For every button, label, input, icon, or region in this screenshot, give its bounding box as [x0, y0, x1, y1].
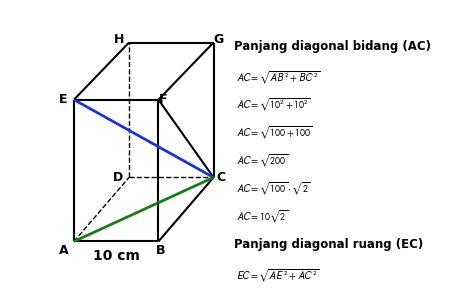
Text: Panjang diagonal ruang (EC): Panjang diagonal ruang (EC) — [234, 238, 423, 252]
Text: G: G — [214, 33, 224, 45]
Text: $AC=\sqrt{100+100}$: $AC=\sqrt{100+100}$ — [236, 125, 312, 141]
Text: F: F — [159, 93, 168, 106]
Text: $AC=\sqrt{100}\cdot\sqrt{2}$: $AC=\sqrt{100}\cdot\sqrt{2}$ — [236, 180, 310, 197]
Text: $AC=\sqrt{10^2+10^2}$: $AC=\sqrt{10^2+10^2}$ — [236, 97, 310, 113]
Text: E: E — [59, 93, 67, 106]
Text: H: H — [114, 33, 125, 45]
Text: $AC=\sqrt{200}$: $AC=\sqrt{200}$ — [236, 152, 288, 169]
Text: Panjang diagonal bidang (AC): Panjang diagonal bidang (AC) — [234, 40, 431, 53]
Text: $AC=\sqrt{AB^2+BC^2}$: $AC=\sqrt{AB^2+BC^2}$ — [236, 69, 319, 86]
Text: B: B — [155, 244, 165, 257]
Text: $AC=10\sqrt{2}$: $AC=10\sqrt{2}$ — [236, 208, 288, 225]
Text: A: A — [59, 244, 68, 257]
Text: C: C — [216, 171, 226, 184]
Text: 10 cm: 10 cm — [93, 249, 140, 263]
Text: D: D — [113, 171, 123, 184]
Text: $EC=\sqrt{AE^2+AC^2}$: $EC=\sqrt{AE^2+AC^2}$ — [236, 267, 319, 284]
Text: $EC=\sqrt{10^2+(10\sqrt{2})^2}$: $EC=\sqrt{10^2+(10\sqrt{2})^2}$ — [236, 295, 333, 297]
